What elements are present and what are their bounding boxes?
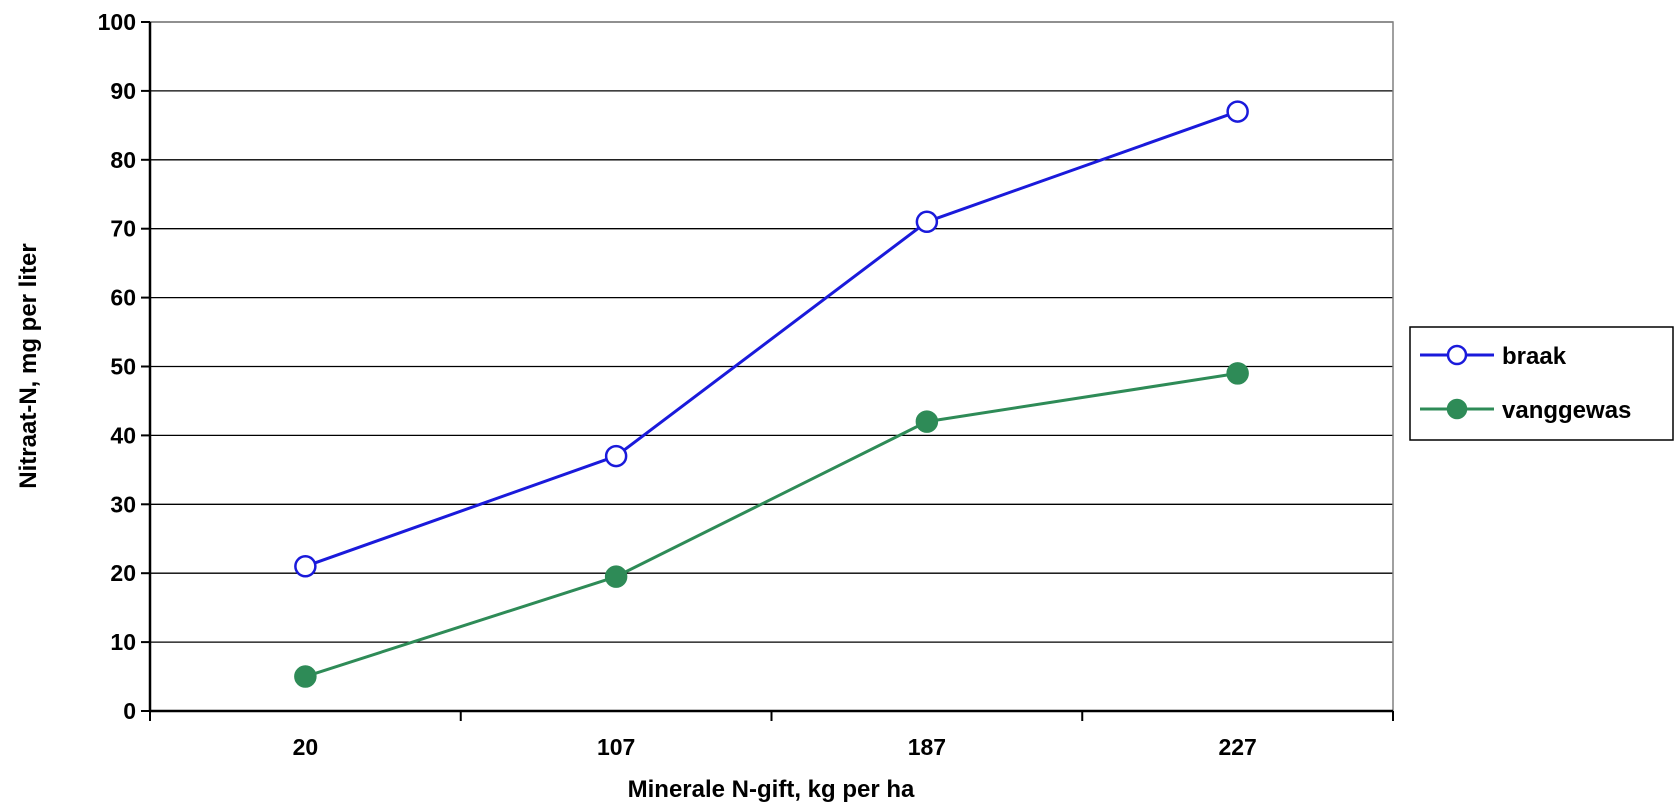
y-tick-label: 0	[123, 698, 136, 724]
data-point-braak	[1228, 102, 1248, 122]
y-tick-label: 50	[110, 354, 136, 380]
series-layer	[295, 102, 1247, 687]
legend: braak vanggewas	[1410, 327, 1673, 440]
data-point-braak	[295, 556, 315, 576]
legend-marker-braak	[1448, 346, 1466, 364]
gridlines	[150, 22, 1393, 642]
x-axis-ticks: 20 107 187 227	[150, 711, 1393, 760]
legend-label-braak: braak	[1502, 343, 1567, 370]
y-tick-label: 60	[110, 285, 136, 311]
y-tick-label: 80	[110, 147, 136, 173]
series-line-vanggewas	[305, 373, 1237, 676]
data-point-vanggewas	[1228, 363, 1248, 383]
data-point-braak	[606, 446, 626, 466]
y-axis-ticks: 0 10 20 30 40 50 60 70 80 90 100	[98, 9, 150, 724]
y-tick-label: 20	[110, 560, 136, 586]
y-tick-label: 30	[110, 491, 136, 517]
legend-marker-vanggewas	[1448, 400, 1466, 418]
data-point-vanggewas	[295, 667, 315, 687]
y-tick-label: 40	[110, 422, 136, 448]
x-tick-label: 107	[597, 734, 635, 760]
y-tick-label: 10	[110, 629, 136, 655]
x-tick-label: 20	[293, 734, 319, 760]
y-axis-title: Nitraat-N, mg per liter	[15, 243, 42, 488]
y-tick-label: 90	[110, 78, 136, 104]
data-point-vanggewas	[917, 412, 937, 432]
legend-label-vanggewas: vanggewas	[1502, 397, 1631, 424]
x-tick-label: 227	[1218, 734, 1256, 760]
y-tick-label: 70	[110, 216, 136, 242]
y-tick-label: 100	[98, 9, 136, 35]
data-point-braak	[917, 212, 937, 232]
data-point-vanggewas	[606, 567, 626, 587]
x-tick-label: 187	[908, 734, 946, 760]
x-axis-title: Minerale N-gift, kg per ha	[628, 776, 915, 803]
